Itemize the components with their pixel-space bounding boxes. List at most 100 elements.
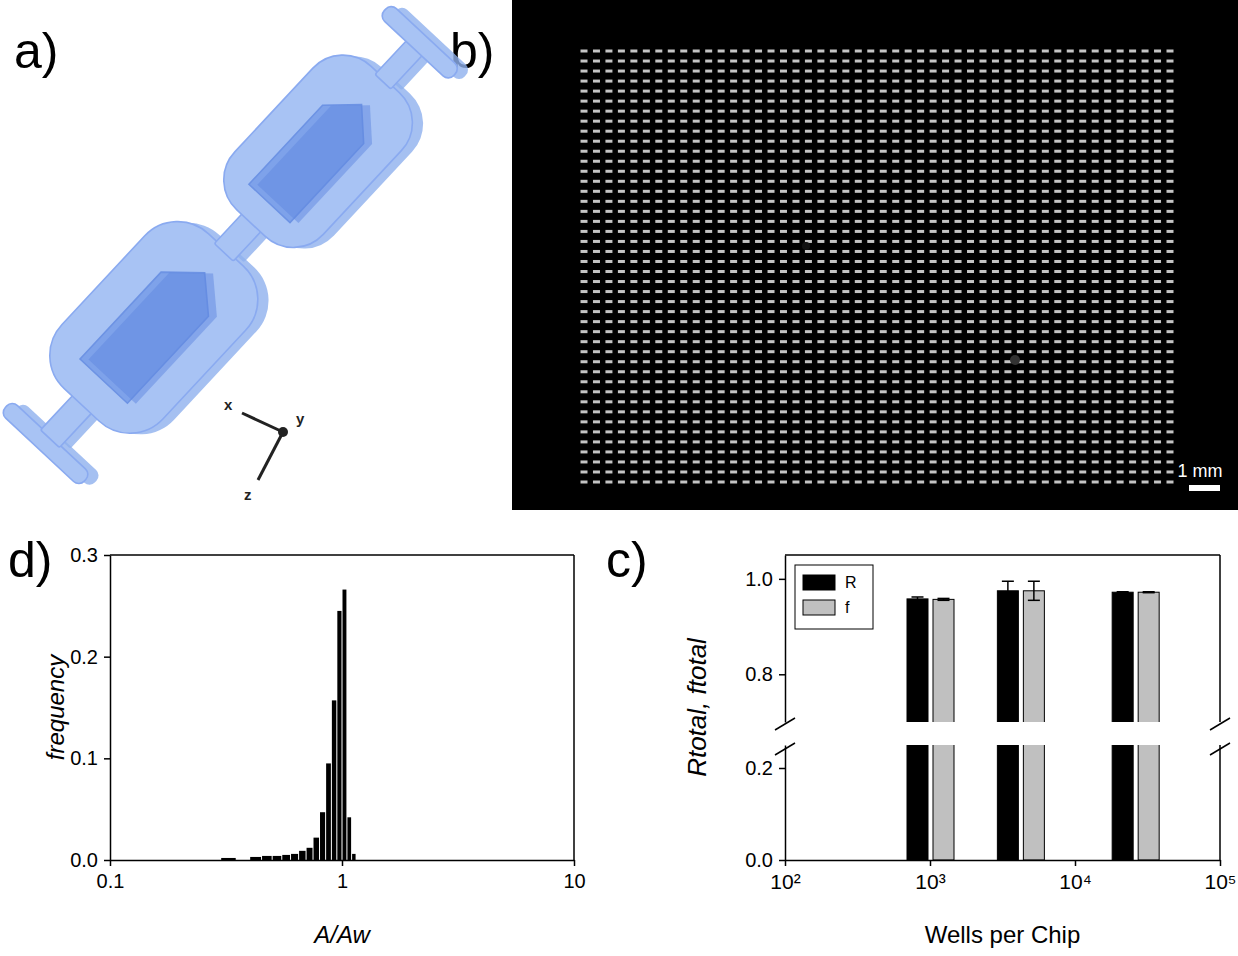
array-spot: [1017, 120, 1024, 123]
array-spot: [955, 100, 962, 103]
array-spot: [892, 330, 899, 333]
array-spot: [605, 430, 612, 433]
array-spot: [1029, 250, 1036, 253]
array-spot: [1017, 240, 1024, 243]
array-spot: [730, 350, 737, 353]
array-spot: [1004, 410, 1011, 413]
array-spot: [880, 260, 887, 263]
array-spot: [917, 70, 924, 73]
array-spot: [1054, 100, 1061, 103]
array-spot: [892, 300, 899, 303]
array-spot: [718, 280, 725, 283]
array-spot: [730, 160, 737, 163]
array-spot: [979, 140, 986, 143]
array-spot: [1042, 60, 1049, 63]
array-spot: [1029, 380, 1036, 383]
array-spot: [1167, 180, 1174, 183]
array-spot: [593, 230, 600, 233]
array-spot: [755, 370, 762, 373]
array-spot: [630, 210, 637, 213]
array-spot: [917, 60, 924, 63]
array-spot: [955, 150, 962, 153]
array-spot: [1054, 180, 1061, 183]
array-spot: [992, 220, 999, 223]
array-spot: [867, 110, 874, 113]
array-spot: [867, 410, 874, 413]
array-spot: [792, 150, 799, 153]
array-spot: [967, 270, 974, 273]
array-spot: [768, 110, 775, 113]
array-spot: [680, 270, 687, 273]
array-spot: [581, 210, 588, 213]
array-spot: [593, 190, 600, 193]
array-spot: [768, 100, 775, 103]
array-spot: [1142, 120, 1149, 123]
array-spot: [593, 320, 600, 323]
array-spot: [1029, 370, 1036, 373]
array-spot: [805, 320, 812, 323]
array-spot: [967, 50, 974, 53]
array-spot: [930, 290, 937, 293]
array-spot: [930, 300, 937, 303]
array-spot: [1117, 160, 1124, 163]
array-spot: [1142, 410, 1149, 413]
array-spot: [668, 210, 675, 213]
array-spot: [1029, 160, 1036, 163]
array-spot: [593, 240, 600, 243]
array-spot: [1079, 120, 1086, 123]
array-spot: [693, 130, 700, 133]
array-spot: [1079, 200, 1086, 203]
device-well-floor: [257, 86, 390, 223]
array-spot: [581, 60, 588, 63]
array-spot: [917, 220, 924, 223]
array-spot: [693, 150, 700, 153]
array-spot: [668, 420, 675, 423]
array-spot: [805, 390, 812, 393]
array-spot: [942, 290, 949, 293]
array-spot: [1167, 340, 1174, 343]
array-spot: [581, 200, 588, 203]
array-spot: [730, 110, 737, 113]
array-spot: [755, 180, 762, 183]
array-spot: [1054, 250, 1061, 253]
array-spot: [1167, 360, 1174, 363]
array-spot: [792, 160, 799, 163]
array-spot: [1054, 420, 1061, 423]
array-spot: [880, 160, 887, 163]
array-spot: [967, 310, 974, 313]
array-spot: [605, 240, 612, 243]
array-spot: [655, 360, 662, 363]
array-spot: [581, 230, 588, 233]
array-spot: [1017, 340, 1024, 343]
array-spot: [1167, 190, 1174, 193]
array-spot: [792, 190, 799, 193]
array-spot: [718, 250, 725, 253]
array-spot: [1029, 70, 1036, 73]
array-spot: [892, 120, 899, 123]
array-spot: [581, 290, 588, 293]
array-spot: [1092, 200, 1099, 203]
array-spot: [1117, 140, 1124, 143]
array-spot: [905, 260, 912, 263]
array-spot: [842, 130, 849, 133]
array-spot: [655, 50, 662, 53]
array-spot: [1079, 410, 1086, 413]
array-spot: [942, 350, 949, 353]
array-spot: [855, 420, 862, 423]
array-spot: [755, 200, 762, 203]
array-spot: [705, 70, 712, 73]
array-spot: [1079, 140, 1086, 143]
array-spot: [605, 350, 612, 353]
array-spot: [892, 440, 899, 443]
array-spot: [593, 300, 600, 303]
device-well-floor: [88, 251, 236, 403]
array-spot: [630, 60, 637, 63]
array-spot: [1004, 340, 1011, 343]
array-spot: [668, 190, 675, 193]
array-spot: [955, 350, 962, 353]
array-spot: [892, 110, 899, 113]
array-spot: [942, 70, 949, 73]
array-spot: [768, 290, 775, 293]
array-spot: [1092, 100, 1099, 103]
array-spot: [693, 370, 700, 373]
